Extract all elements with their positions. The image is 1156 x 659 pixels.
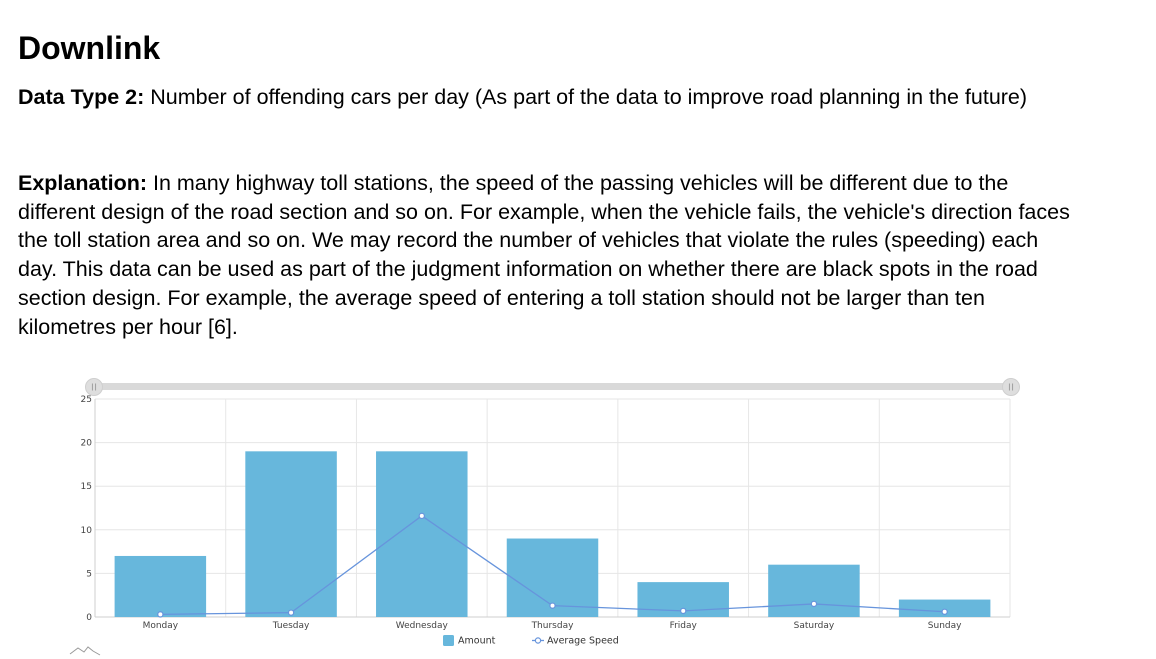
data-type-paragraph: Data Type 2: Number of offending cars pe… [18, 83, 1078, 112]
line-point [549, 602, 556, 609]
line-point [941, 608, 948, 615]
x-tick-label: Thursday [531, 621, 575, 631]
line-point [418, 512, 425, 520]
slide-title: Downlink [18, 30, 161, 66]
scrollbar-track[interactable] [94, 383, 1012, 390]
y-tick-label: 0 [86, 613, 92, 623]
x-tick-label: Saturday [794, 621, 835, 631]
x-tick-label: Monday [143, 621, 179, 631]
y-tick-label: 10 [81, 526, 93, 536]
explanation-label: Explanation: [18, 171, 148, 195]
line-point [680, 607, 687, 615]
legend-marker-speed [534, 637, 542, 644]
line-series [157, 512, 948, 618]
x-tick-label: Sunday [928, 621, 962, 631]
x-tick-label: Tuesday [272, 621, 310, 631]
bar [245, 451, 337, 617]
legend-label-amount: Amount [458, 636, 496, 647]
y-tick-label: 5 [86, 569, 92, 579]
data-type-label: Data Type 2: [18, 85, 145, 109]
legend-swatch-amount [443, 635, 454, 646]
scrollbar-grip-right[interactable] [1002, 378, 1020, 396]
chart-logo-icon [69, 646, 101, 656]
chart-legend[interactable]: Amount Average Speed [443, 635, 619, 647]
chart-scrollbar[interactable] [85, 378, 1020, 396]
y-tick-label: 15 [81, 482, 92, 492]
explanation-paragraph: Explanation: In many highway toll statio… [18, 169, 1078, 341]
logo-mark [69, 646, 101, 656]
line-point [287, 609, 295, 616]
line-point [810, 600, 818, 608]
bar [898, 599, 991, 617]
scrollbar-grip-left[interactable] [85, 378, 103, 396]
x-axis: Monday Tuesday Wednesday Thursday Friday Satu… [143, 621, 963, 631]
x-tick-label: Friday [670, 621, 698, 631]
bar [114, 555, 207, 617]
legend-label-speed: Average Speed [547, 636, 619, 647]
bar [376, 451, 468, 617]
line-point [157, 611, 164, 618]
x-tick-label: Wednesday [396, 621, 449, 631]
data-type-text: Number of offending cars per day (As par… [144, 85, 1028, 109]
explanation-text: In many highway toll stations, the speed… [18, 171, 1070, 339]
y-tick-label: 20 [81, 439, 93, 449]
bar-series [114, 451, 991, 617]
y-axis: 0 5 10 15 20 25 [81, 395, 93, 623]
y-tick-label: 25 [81, 395, 92, 405]
bar [768, 564, 860, 617]
